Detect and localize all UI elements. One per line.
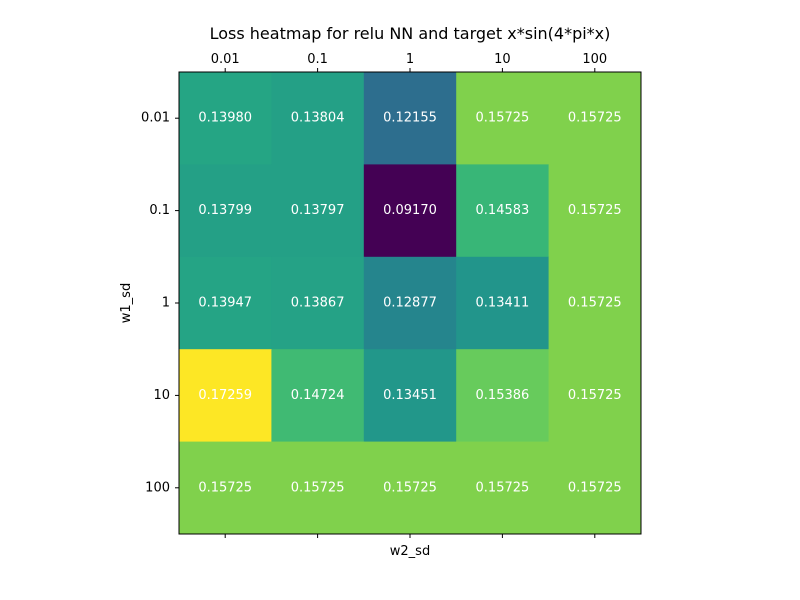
heatmap-cell <box>363 256 457 350</box>
heatmap-cell <box>179 164 272 258</box>
cell-value-label: 0.15725 <box>568 111 622 126</box>
y-tick-label: 0.1 <box>149 203 170 218</box>
cell-value-label: 0.15725 <box>568 296 622 311</box>
cell-value-label: 0.13804 <box>291 111 345 126</box>
x-axis-ticks: 0.01 0.1 1 10 100 <box>211 52 607 538</box>
x-axis-label: w2_sd <box>390 544 430 559</box>
heatmap-cell <box>548 349 642 443</box>
cell-value-label: 0.15725 <box>568 388 622 403</box>
cell-value-label: 0.15386 <box>476 388 530 403</box>
y-axis-label: w1_sd <box>119 283 134 323</box>
cell-value-label: 0.15725 <box>291 480 345 495</box>
x-tick-label: 1 <box>406 52 414 67</box>
cell-value-label: 0.13867 <box>291 296 345 311</box>
y-tick-label: 1 <box>162 296 170 311</box>
heatmap-cell <box>363 441 457 535</box>
cell-value-label: 0.09170 <box>383 203 437 218</box>
cell-value-label: 0.12877 <box>383 296 437 311</box>
heatmap-cell <box>271 441 365 535</box>
y-tick-label: 0.01 <box>141 111 170 126</box>
heatmap-cell <box>456 256 550 350</box>
cell-value-label: 0.14724 <box>291 388 345 403</box>
x-tick-label: 0.01 <box>211 52 240 67</box>
x-tick-label: 0.1 <box>307 52 328 67</box>
heatmap-cell <box>456 349 550 443</box>
cell-value-label: 0.13797 <box>291 203 345 218</box>
heatmap-cell <box>179 349 272 443</box>
heatmap-cell <box>548 72 642 165</box>
heatmap-cell <box>271 72 365 165</box>
cell-value-label: 0.13799 <box>198 203 252 218</box>
cell-value-label: 0.15725 <box>568 203 622 218</box>
heatmap-cell <box>363 349 457 443</box>
heatmap-cell <box>456 164 550 258</box>
y-axis-ticks: 0.01 0.1 1 10 100 <box>141 111 179 495</box>
cell-value-label: 0.15725 <box>476 111 530 126</box>
heatmap-cell <box>456 441 550 535</box>
chart-title: Loss heatmap for relu NN and target x*si… <box>210 24 611 43</box>
heatmap-cell-labels: 0.13980 0.13804 0.12155 0.15725 0.15725 0.137… <box>198 111 621 496</box>
heatmap-cell <box>363 164 457 258</box>
cell-value-label: 0.12155 <box>383 111 437 126</box>
y-tick-label: 100 <box>145 480 170 495</box>
heatmap-cell <box>363 72 457 165</box>
heatmap-cell <box>179 72 272 165</box>
y-tick-label: 10 <box>153 388 170 403</box>
heatmap-cells <box>179 72 642 535</box>
heatmap-cell <box>548 256 642 350</box>
cell-value-label: 0.17259 <box>198 388 252 403</box>
heatmap-cell <box>456 72 550 165</box>
cell-value-label: 0.13947 <box>198 296 252 311</box>
heatmap-cell <box>548 441 642 535</box>
heatmap-cell <box>271 256 365 350</box>
cell-value-label: 0.15725 <box>568 480 622 495</box>
cell-value-label: 0.15725 <box>476 480 530 495</box>
heatmap-cell <box>179 256 272 350</box>
x-tick-label: 100 <box>582 52 607 67</box>
heatmap-cell <box>179 441 272 535</box>
cell-value-label: 0.13451 <box>383 388 437 403</box>
heatmap-cell <box>548 164 642 258</box>
cell-value-label: 0.15725 <box>383 480 437 495</box>
cell-value-label: 0.15725 <box>198 480 252 495</box>
x-tick-label: 10 <box>494 52 511 67</box>
cell-value-label: 0.13980 <box>198 111 252 126</box>
heatmap-cell <box>271 349 365 443</box>
cell-value-label: 0.14583 <box>476 203 530 218</box>
cell-value-label: 0.13411 <box>476 296 530 311</box>
heatmap-cell <box>271 164 365 258</box>
